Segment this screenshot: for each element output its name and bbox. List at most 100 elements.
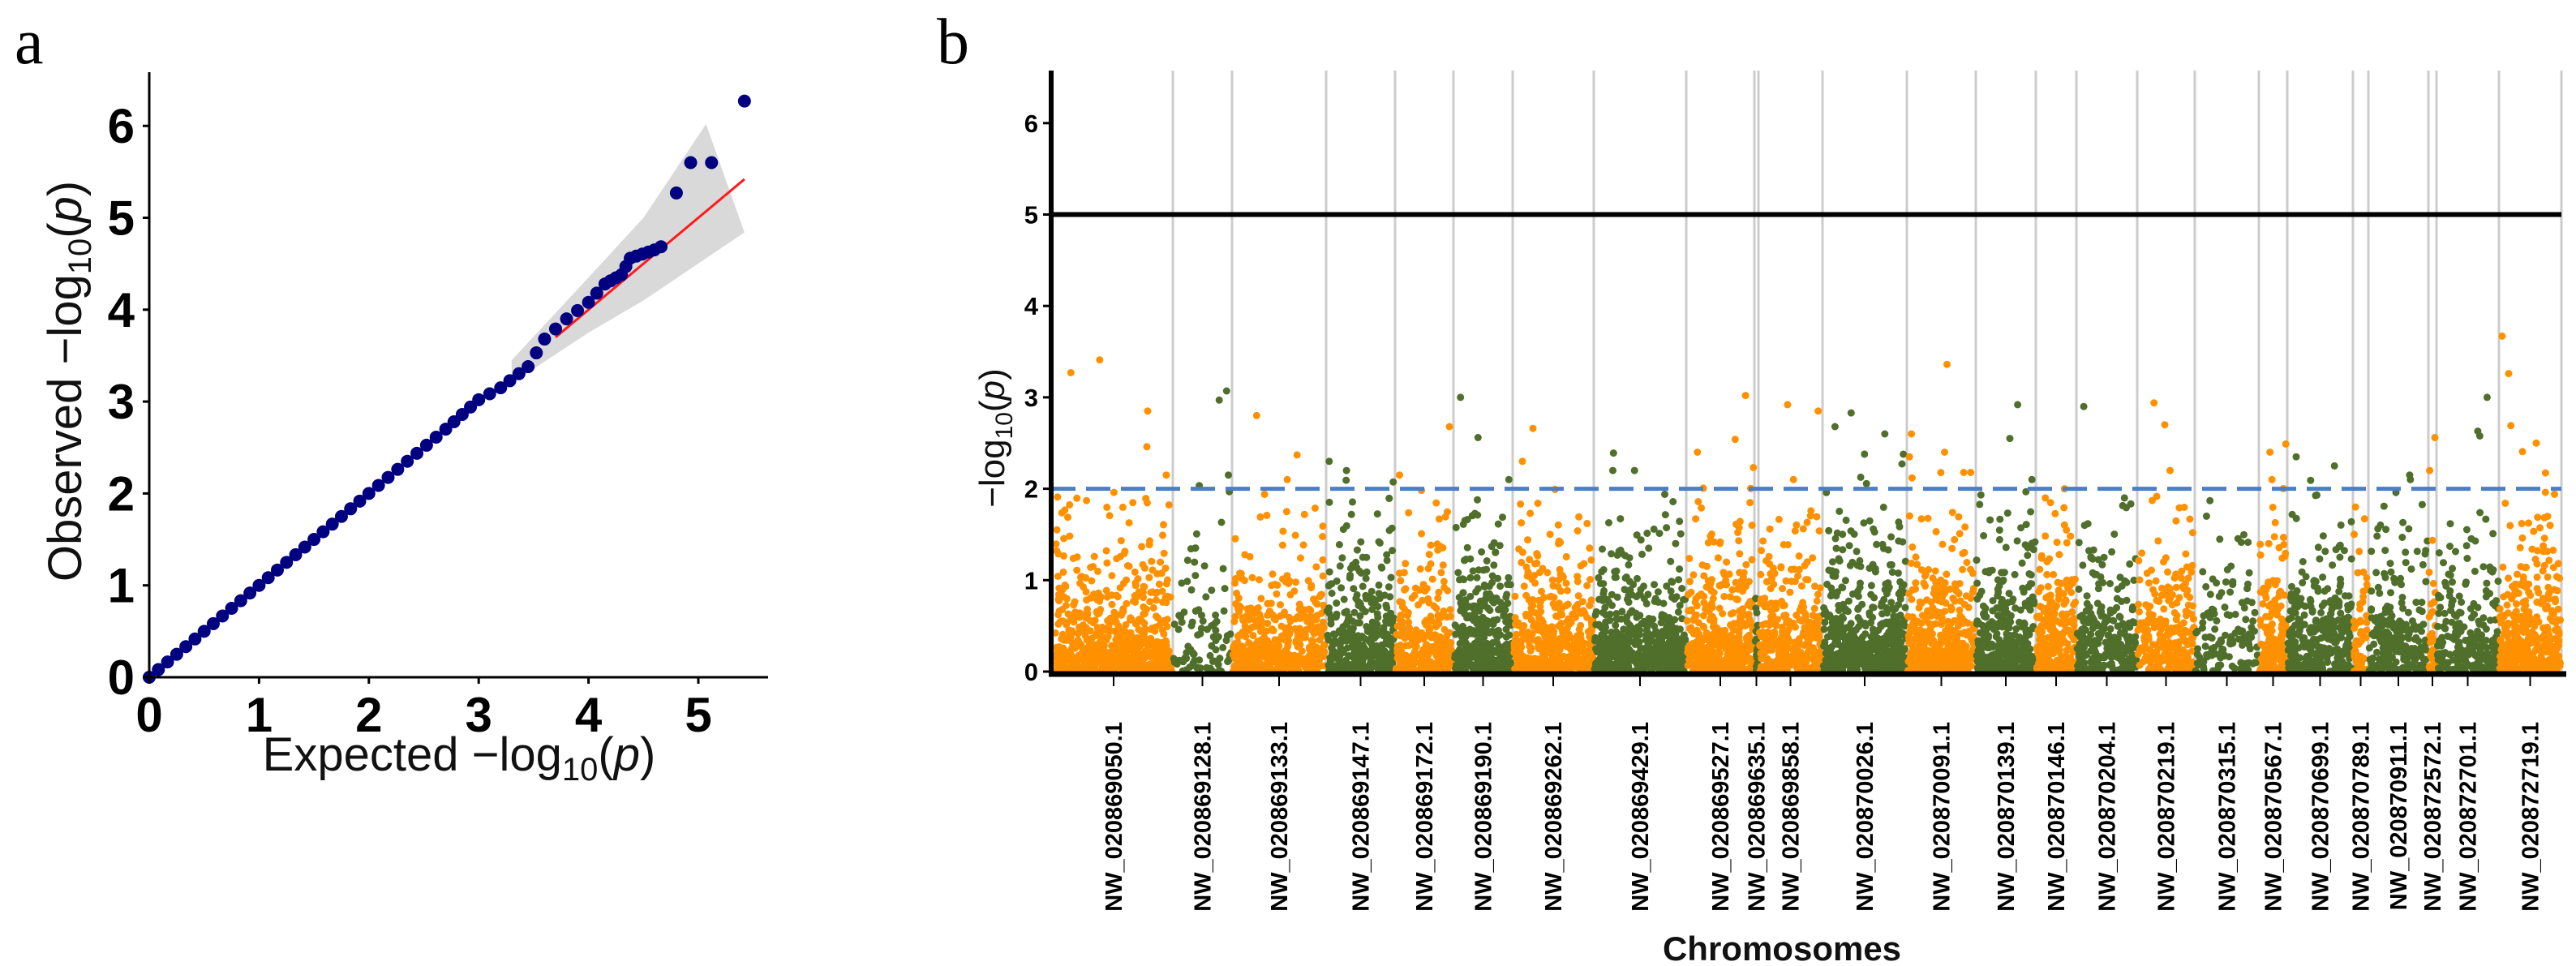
- manhattan-point: [1559, 629, 1567, 637]
- manhattan-point: [1246, 552, 1254, 560]
- manhattan-point: [1770, 632, 1778, 640]
- manhattan-point: [1057, 651, 1065, 659]
- qq-point: [252, 578, 266, 592]
- manhattan-point: [1728, 586, 1737, 594]
- manhattan-point: [1161, 565, 1170, 573]
- manhattan-point: [1436, 663, 1445, 671]
- manhattan-point: [1652, 638, 1660, 646]
- manhattan-point: [1335, 541, 1343, 548]
- manhattan-point: [1951, 535, 1959, 543]
- manhattan-point: [1374, 613, 1382, 621]
- manhattan-point: [1638, 550, 1646, 558]
- manhattan-point: [1841, 577, 1849, 585]
- manhattan-point: [1341, 608, 1349, 616]
- manhattan-point: [1307, 584, 1315, 592]
- manhattan-point: [1387, 649, 1395, 657]
- manhattan-point: [1337, 648, 1344, 656]
- manhattan-point: [1135, 588, 1143, 596]
- manhattan-point: [1234, 604, 1242, 612]
- manhattan-point: [1094, 567, 1101, 575]
- manhattan-point: [1424, 650, 1432, 659]
- manhattan-point: [1473, 641, 1481, 649]
- manhattan-point: [1795, 552, 1803, 560]
- manhattan-point: [1736, 550, 1744, 558]
- manhattan-point: [1758, 621, 1767, 629]
- manhattan-point: [1140, 629, 1148, 637]
- manhattan-point: [1767, 663, 1775, 671]
- manhattan-point: [1318, 625, 1326, 633]
- manhattan-point: [1908, 543, 1917, 551]
- manhattan-point: [1474, 496, 1481, 504]
- panel-label-a: a: [15, 6, 44, 78]
- manhattan-point: [1723, 558, 1731, 566]
- manhattan-point: [1454, 569, 1462, 577]
- manhattan-point: [1492, 648, 1501, 656]
- manhattan-point: [1865, 611, 1874, 619]
- manhattan-point: [1820, 642, 1828, 650]
- manhattan-point: [1442, 659, 1450, 668]
- manhattan-peak-point: [1831, 423, 1839, 431]
- manhattan-point: [1685, 651, 1694, 659]
- manhattan-point: [1109, 647, 1117, 655]
- manhattan-point: [1732, 520, 1740, 528]
- manhattan-point: [1437, 569, 1445, 577]
- manhattan-point: [1369, 595, 1377, 603]
- manhattan-point: [1640, 617, 1648, 625]
- manhattan-point: [1197, 625, 1205, 633]
- manhattan-point: [1500, 608, 1508, 616]
- manhattan-point: [1426, 658, 1434, 665]
- manhattan-point: [1263, 511, 1271, 519]
- manhattan-point: [1744, 601, 1752, 609]
- manhattan-point: [1853, 547, 1861, 556]
- manhattan-point: [1432, 499, 1440, 507]
- manhattan-point: [1148, 557, 1156, 565]
- manhattan-point: [1895, 518, 1903, 526]
- manhattan-point: [1303, 655, 1311, 663]
- manhattan-point: [1735, 629, 1743, 637]
- manhattan-point: [1353, 546, 1361, 554]
- manhattan-point: [1115, 663, 1123, 672]
- manhattan-point: [1861, 646, 1870, 654]
- manhattan-point: [1307, 637, 1316, 645]
- manhattan-point: [1887, 560, 1896, 569]
- manhattan-point: [1330, 647, 1338, 655]
- manhattan-point: [1954, 622, 1962, 630]
- manhattan-peak-point: [1630, 466, 1638, 474]
- manhattan-point: [1274, 643, 1282, 651]
- manhattan-point: [1599, 580, 1608, 588]
- manhattan-point: [1387, 573, 1395, 582]
- manhattan-point: [1346, 571, 1355, 579]
- manhattan-point: [1256, 611, 1264, 618]
- manhattan-point: [1676, 517, 1684, 526]
- manhattan-point: [1739, 586, 1747, 594]
- manhattan-point: [1160, 549, 1168, 557]
- manhattan-point: [1896, 577, 1904, 586]
- manhattan-point: [1947, 606, 1956, 614]
- manhattan-point: [1613, 552, 1621, 559]
- manhattan-point: [1924, 514, 1932, 522]
- manhattan-point: [1219, 565, 1227, 573]
- manhattan-point: [1058, 664, 1066, 672]
- manhattan-point: [1689, 616, 1698, 625]
- manhattan-point: [1241, 577, 1248, 585]
- manhattan-point: [1280, 611, 1288, 619]
- manhattan-point: [1344, 663, 1352, 671]
- manhattan-point: [1452, 523, 1460, 531]
- manhattan-point: [1286, 577, 1294, 585]
- manhattan-peak-point: [1784, 401, 1792, 409]
- manhattan-point: [1937, 631, 1945, 639]
- manhattan-point: [1254, 638, 1262, 646]
- manhattan-point: [1905, 590, 1913, 598]
- manhattan-point: [1869, 603, 1877, 612]
- manhattan-point: [1383, 556, 1391, 565]
- manhattan-point: [1743, 636, 1751, 644]
- manhattan-point: [1949, 646, 1957, 654]
- manhattan-point: [1548, 576, 1556, 584]
- manhattan-point: [1480, 583, 1488, 590]
- manhattan-point: [1133, 633, 1141, 642]
- manhattan-point: [1331, 630, 1339, 638]
- manhattan-point: [1543, 569, 1552, 577]
- manhattan-point: [1760, 648, 1767, 656]
- manhattan-point: [1101, 633, 1110, 642]
